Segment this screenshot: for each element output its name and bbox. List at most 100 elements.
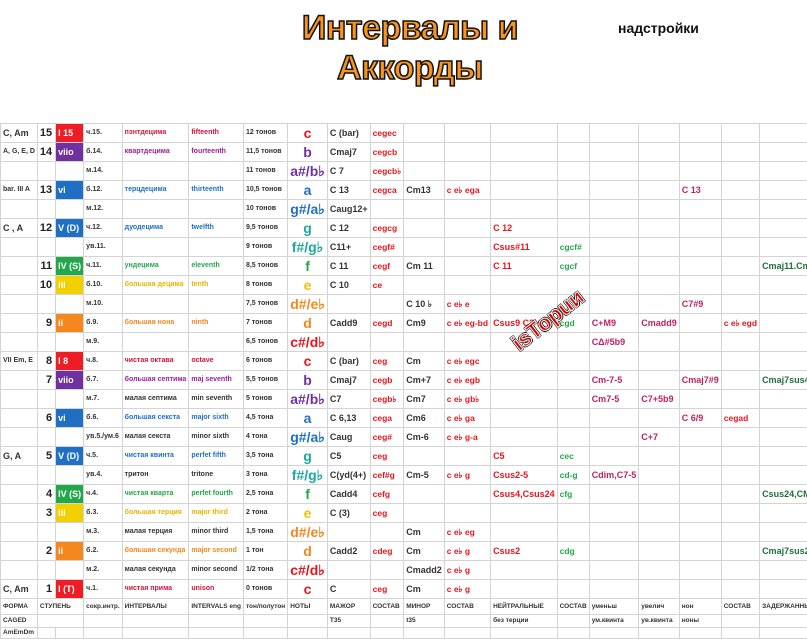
non-structure: cegad (721, 409, 759, 428)
neutral-structure (557, 371, 589, 390)
degree-number: 6 (37, 409, 55, 428)
major-chord: Cadd2 (327, 542, 370, 561)
note-cell: c (288, 352, 328, 371)
degree-number: 7 (37, 371, 55, 390)
aug-chord (639, 162, 680, 181)
dim-chord (589, 352, 639, 371)
degree-number: 8 (37, 352, 55, 371)
degree-cell (56, 466, 84, 485)
interval-en: perfet fourth (189, 485, 244, 504)
major-chord: C (bar) (327, 352, 370, 371)
note-cell: c (288, 124, 328, 143)
empty-cell (122, 628, 189, 639)
dim-chord (589, 219, 639, 238)
minor-chord (404, 143, 445, 162)
header-cell: СОСТАВ (444, 599, 490, 615)
dim-chord (589, 238, 639, 257)
non-chord (679, 333, 721, 352)
non-structure (721, 542, 759, 561)
major-structure: cegb (370, 371, 404, 390)
major-chord: C 11 (327, 257, 370, 276)
page-title: Интервалы и Аккорды (232, 8, 588, 48)
degree-number (37, 561, 55, 580)
interval-ru: пэнтдецима (122, 124, 189, 143)
interval-abbr: б.14. (84, 143, 123, 162)
interval-ru: малая секунда (122, 561, 189, 580)
minor-structure (444, 143, 490, 162)
interval-abbr: б.12. (84, 181, 123, 200)
major-structure: cegec (370, 124, 404, 143)
interval-abbr: ч.12. (84, 219, 123, 238)
dim-chord (589, 542, 639, 561)
note-cell: b (288, 143, 328, 162)
tones-cell: 5 тонов (243, 390, 287, 409)
major-structure: ceg (370, 504, 404, 523)
tones-cell: 4,5 тона (243, 409, 287, 428)
degree-cell: vi (56, 409, 84, 428)
interval-abbr: б.10. (84, 276, 123, 295)
minor-chord: Cm6 (404, 409, 445, 428)
sus-chord (760, 124, 807, 143)
interval-abbr: м.10. (84, 295, 123, 314)
minor-chord: Cm-6 (404, 428, 445, 447)
neutral-chord (491, 523, 558, 542)
empty-cell (370, 628, 404, 639)
non-structure (721, 428, 759, 447)
degree-cell: iii (56, 276, 84, 295)
dim-chord (589, 162, 639, 181)
form-cell (1, 371, 38, 390)
minor-structure (444, 333, 490, 352)
neutral-structure (557, 523, 589, 542)
sus-chord (760, 333, 807, 352)
major-chord: C 10 (327, 276, 370, 295)
minor-chord: Cm (404, 523, 445, 542)
minor-structure: c e♭ eg (444, 523, 490, 542)
form-cell (1, 333, 38, 352)
minor-chord (404, 504, 445, 523)
interval-abbr: б.6. (84, 409, 123, 428)
header-cell (444, 615, 490, 628)
tones-cell: 8,5 тонов (243, 257, 287, 276)
aug-chord (639, 200, 680, 219)
neutral-chord: C 11 (491, 257, 558, 276)
interval-ru: малая секста (122, 428, 189, 447)
degree-cell: V (D) (56, 219, 84, 238)
non-chord: C 6/9 (679, 409, 721, 428)
tones-cell: 12 тонов (243, 124, 287, 143)
interval-ru: большая секунда (122, 542, 189, 561)
interval-en: tritone (189, 466, 244, 485)
form-cell (1, 238, 38, 257)
minor-chord: Cm+7 (404, 371, 445, 390)
form-cell: C, Am (1, 124, 38, 143)
minor-structure: c e♭ egc (444, 352, 490, 371)
degree-number (37, 200, 55, 219)
major-chord: C (327, 580, 370, 599)
degree-number: 12 (37, 219, 55, 238)
note-cell: g#/a♭ (288, 200, 328, 219)
empty-cell (56, 628, 84, 639)
header-cell (760, 615, 807, 628)
aug-chord (639, 295, 680, 314)
non-structure (721, 352, 759, 371)
tones-cell: 10,5 тонов (243, 181, 287, 200)
header-cell: СТУПЕНЬ (37, 599, 83, 615)
dim-chord: Cdim,C7-5 (589, 466, 639, 485)
note-cell: a#/b♭ (288, 390, 328, 409)
form-cell (1, 485, 38, 504)
form-cell (1, 390, 38, 409)
major-chord: C 12 (327, 219, 370, 238)
note-cell: f (288, 257, 328, 276)
neutral-structure: cd-g (557, 466, 589, 485)
dim-chord (589, 295, 639, 314)
minor-chord (404, 276, 445, 295)
note-cell: a (288, 409, 328, 428)
dim-chord (589, 181, 639, 200)
form-cell (1, 162, 38, 181)
neutral-structure (557, 428, 589, 447)
non-structure (721, 390, 759, 409)
